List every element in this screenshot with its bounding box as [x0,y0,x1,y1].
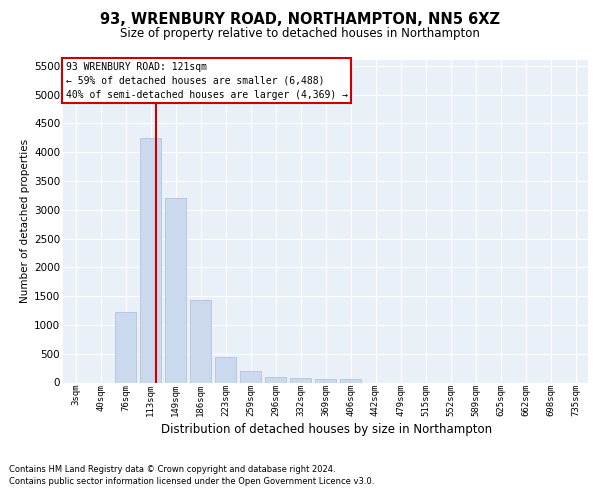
Bar [215,356,236,382]
Bar [240,371,261,382]
Text: Contains HM Land Registry data © Crown copyright and database right 2024.: Contains HM Land Registry data © Crown c… [9,465,335,474]
Bar [115,312,136,382]
Bar [290,378,311,382]
Bar [315,380,336,382]
Text: Contains public sector information licensed under the Open Government Licence v3: Contains public sector information licen… [9,478,374,486]
Text: 93 WRENBURY ROAD: 121sqm
← 59% of detached houses are smaller (6,488)
40% of sem: 93 WRENBURY ROAD: 121sqm ← 59% of detach… [65,62,347,100]
Text: Distribution of detached houses by size in Northampton: Distribution of detached houses by size … [161,422,493,436]
Text: Size of property relative to detached houses in Northampton: Size of property relative to detached ho… [120,28,480,40]
Bar [165,198,186,382]
Bar [140,138,161,382]
Bar [265,376,286,382]
Y-axis label: Number of detached properties: Number of detached properties [20,139,30,304]
Bar [190,300,211,382]
Bar [340,379,361,382]
Text: 93, WRENBURY ROAD, NORTHAMPTON, NN5 6XZ: 93, WRENBURY ROAD, NORTHAMPTON, NN5 6XZ [100,12,500,28]
